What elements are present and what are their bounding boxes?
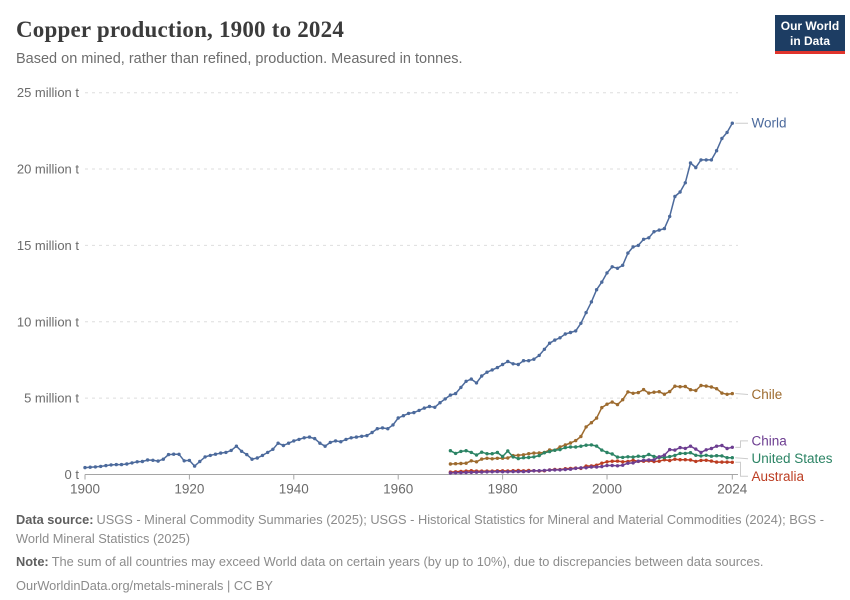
x-tick-label: 1920 <box>174 482 204 497</box>
series-line-world[interactable] <box>84 122 733 469</box>
y-axis-labels: 0 t 5 million t 10 million t 15 million t 20… <box>17 85 80 482</box>
data-source-line: Data source: USGS - Mineral Commodity Sum… <box>16 511 834 548</box>
series-points-united-states[interactable] <box>448 443 734 461</box>
series-label-united-states[interactable]: United States <box>752 451 833 466</box>
y-tick-label: 5 million t <box>24 391 79 406</box>
x-tick-label: 1960 <box>383 482 413 497</box>
data-source-text: USGS - Mineral Commodity Summaries (2025… <box>16 512 825 546</box>
series-label-world[interactable]: World <box>752 116 787 131</box>
x-tick-label: 2000 <box>592 482 622 497</box>
y-gridlines <box>85 92 738 399</box>
page-title: Copper production, 1900 to 2024 <box>16 17 345 42</box>
x-tick-label: 2024 <box>717 482 748 497</box>
series-label-chile[interactable]: Chile <box>752 387 783 402</box>
note-label: Note: <box>16 554 49 570</box>
series-label-connector-china <box>735 440 748 448</box>
x-axis-ticks <box>84 474 733 480</box>
y-tick-label: 20 million t <box>17 162 80 177</box>
y-tick-label: 15 million t <box>17 238 80 253</box>
y-tick-label: 25 million t <box>17 85 80 100</box>
y-tick-label: 0 t <box>65 467 80 482</box>
y-tick-label: 10 million t <box>17 314 80 329</box>
x-tick-label: 1940 <box>279 482 309 497</box>
note-line: Note: The sum of all countries may exceed… <box>16 553 834 572</box>
x-tick-label: 1900 <box>70 482 100 497</box>
series-label-australia[interactable]: Australia <box>752 469 805 484</box>
owid-logo[interactable]: Our World in Data <box>775 15 845 55</box>
series-points-china[interactable] <box>448 443 734 475</box>
owid-logo-line1: Our World <box>780 19 840 33</box>
chart-footer: Data source: USGS - Mineral Commodity Sum… <box>16 511 834 600</box>
series-points-world[interactable] <box>83 121 734 470</box>
page-subtitle: Based on mined, rather than refined, pro… <box>16 51 463 67</box>
x-tick-label: 1980 <box>488 482 518 497</box>
series-label-connector-australia <box>735 461 748 477</box>
series-label-connector-chile <box>735 393 749 396</box>
x-axis-labels: 1900 1920 1940 1960 1980 2000 2024 <box>70 482 748 497</box>
note-text: The sum of all countries may exceed Worl… <box>51 554 764 570</box>
series-label-connector-united-states <box>735 457 749 460</box>
owid-logo-line2: in Data <box>789 33 830 48</box>
footer-license-link[interactable]: OurWorldinData.org/metals-minerals | CC … <box>16 577 273 593</box>
data-source-label: Data source: <box>16 512 94 527</box>
series-label-china[interactable]: China <box>752 433 788 448</box>
